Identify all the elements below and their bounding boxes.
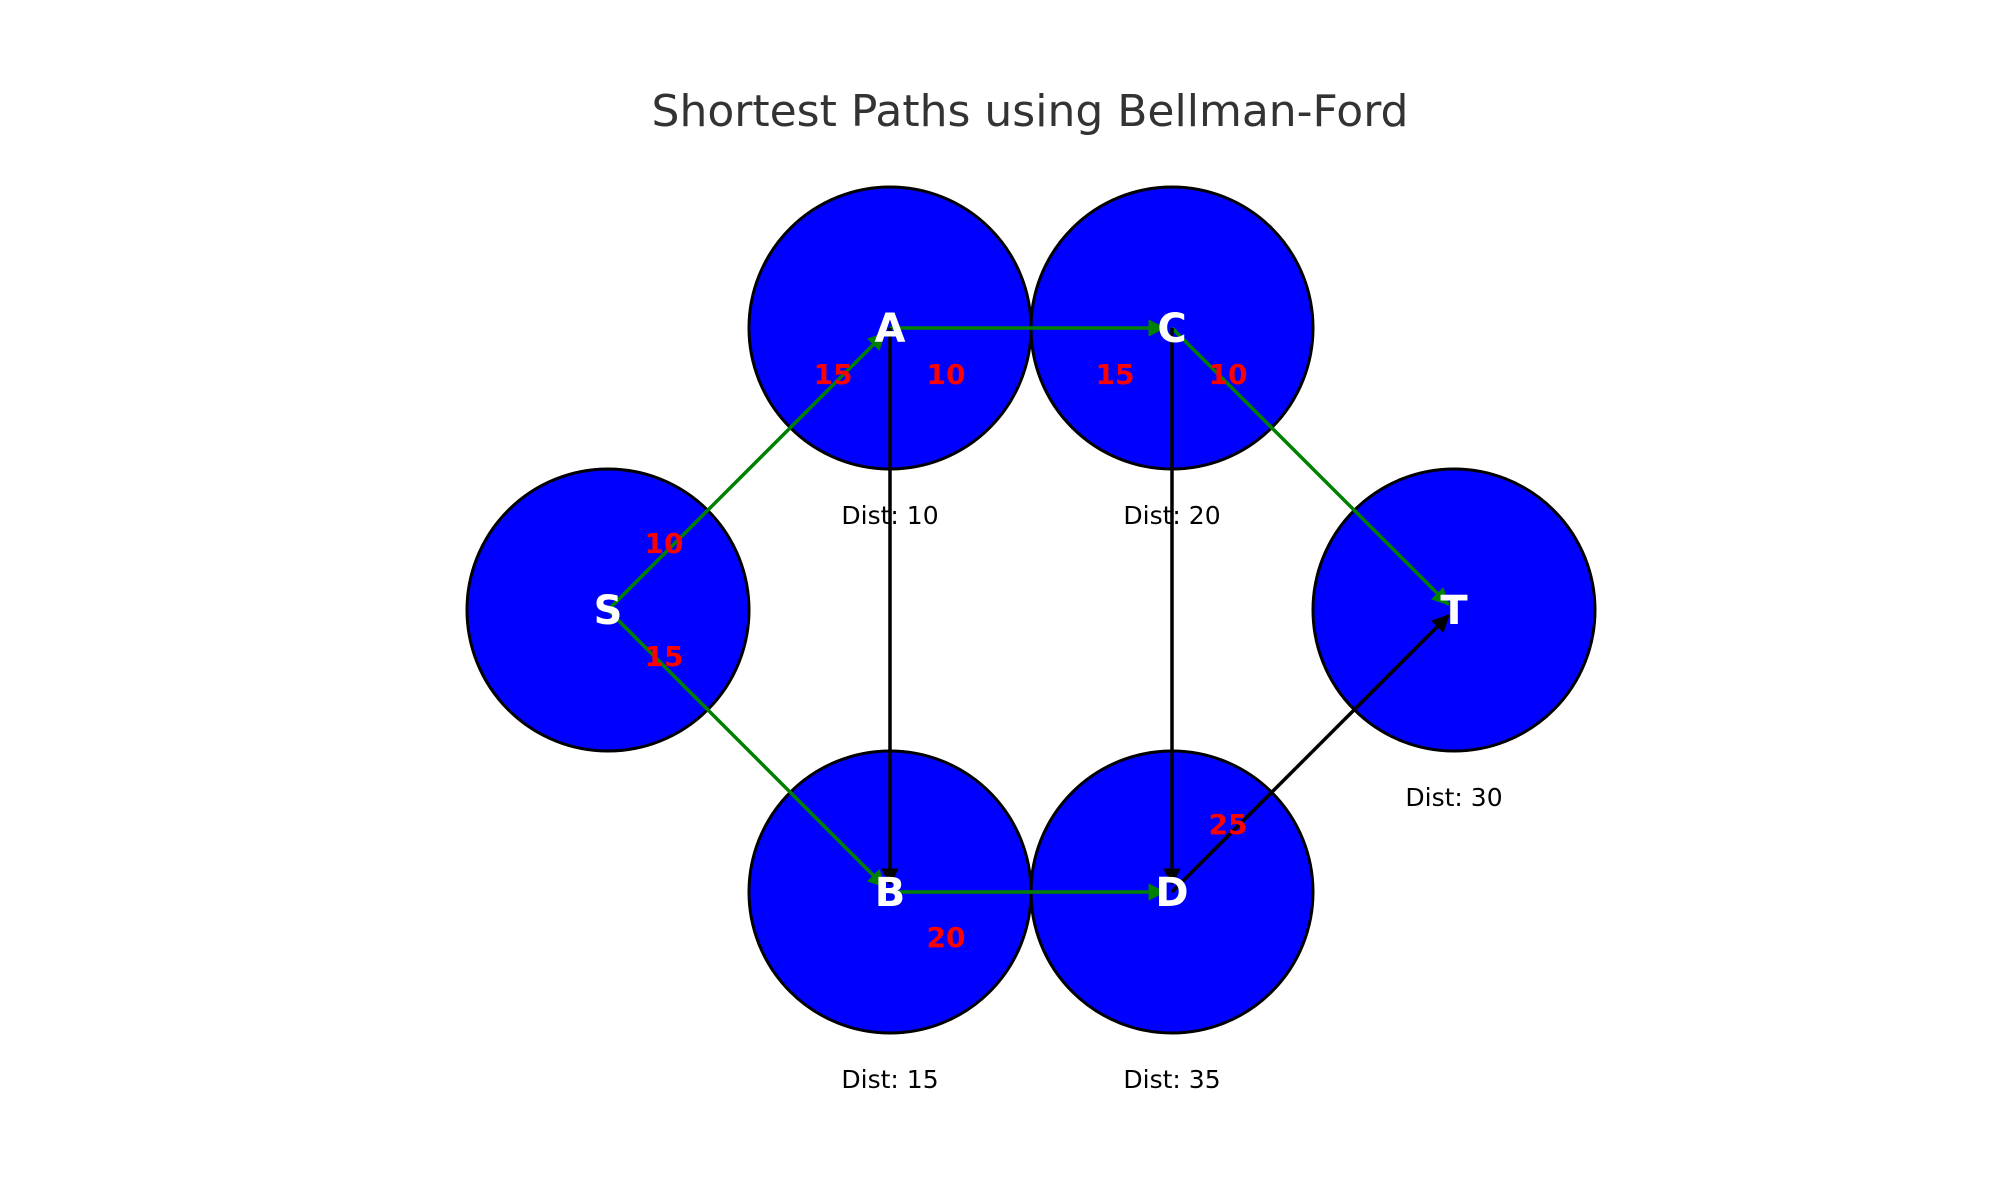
edge-c-t <box>1170 326 1450 606</box>
edge-weight-label: 10 <box>645 527 684 560</box>
edge-s-a <box>606 332 886 612</box>
edge-weights-group: 10 15 15 10 15 10 25 20 <box>645 358 1248 954</box>
node-label-d: D <box>1155 870 1188 916</box>
distance-label-c: Dist: 20 <box>1123 501 1220 530</box>
distance-label-b: Dist: 15 <box>841 1065 938 1094</box>
edge-s-b <box>606 608 886 888</box>
edge-weight-label: 15 <box>814 358 853 391</box>
distance-label-a: Dist: 10 <box>841 501 938 530</box>
edge-weight-label: 20 <box>927 921 966 954</box>
distance-labels-group: Dist: 10 Dist: 15 Dist: 20 Dist: 35 Dist: 30 <box>841 501 1502 1094</box>
distance-label-d: Dist: 35 <box>1123 1065 1220 1094</box>
edge-weight-label: 15 <box>645 640 684 673</box>
node-labels-group: S A B C D T <box>594 306 1469 916</box>
edge-d-t <box>1170 614 1450 894</box>
edge-weight-label: 10 <box>1209 358 1248 391</box>
node-label-b: B <box>875 870 906 916</box>
node-label-t: T <box>1440 588 1468 634</box>
diagram-title: Shortest Paths using Bellman-Ford <box>652 86 1409 137</box>
node-label-s: S <box>594 588 623 634</box>
edge-weight-label: 15 <box>1096 358 1135 391</box>
edge-weight-label: 10 <box>927 358 966 391</box>
distance-label-t: Dist: 30 <box>1405 783 1502 812</box>
node-label-a: A <box>875 306 906 352</box>
edges-group <box>606 319 1450 901</box>
nodes-group <box>465 185 1597 1035</box>
edge-weight-label: 25 <box>1209 808 1248 841</box>
node-label-c: C <box>1157 306 1186 352</box>
